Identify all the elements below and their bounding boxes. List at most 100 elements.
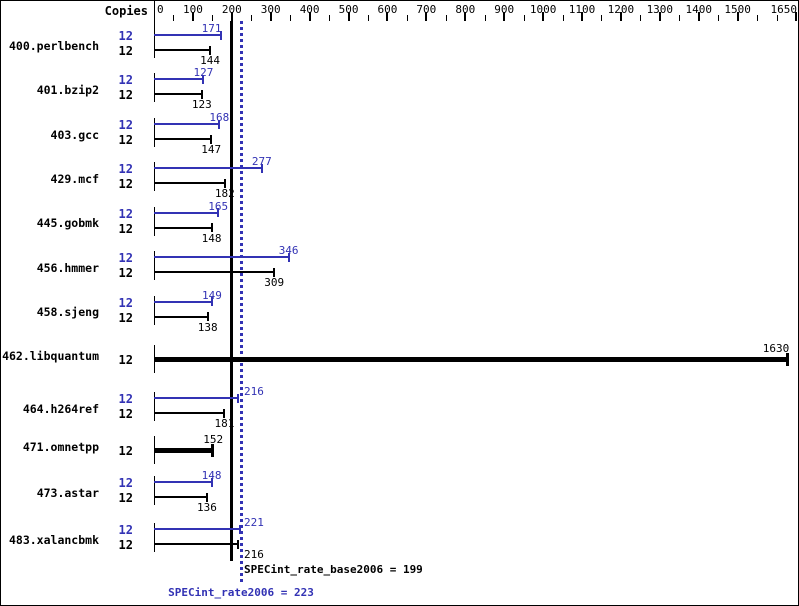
axis-minor-tick [368, 15, 369, 21]
copies-value: 12 [118, 444, 133, 458]
axis-major-tick [269, 12, 272, 21]
axis-tick-label: 200 [221, 3, 242, 16]
axis-major-tick [230, 12, 233, 21]
copies-value: 12 [118, 73, 133, 87]
benchmark-label: 403.gcc [50, 127, 99, 142]
peak-bar [154, 481, 212, 483]
base-rate-summary-label: SPECint_rate_base2006 = 199 [244, 563, 423, 576]
copies-value: 12 [118, 29, 133, 43]
axis-major-tick [542, 12, 545, 21]
benchmark-axis-stub [154, 162, 155, 191]
peak-value-label: 127 [193, 66, 214, 79]
axis-minor-tick [523, 15, 525, 21]
base-bar-endcap [237, 539, 240, 549]
peak-value-label: 171 [201, 22, 222, 35]
axis-major-tick [308, 12, 311, 21]
base-value-label: 123 [191, 98, 212, 111]
axis-major-tick [658, 12, 661, 21]
peak-bar [154, 397, 239, 399]
benchmark-label: 473.astar [36, 485, 99, 500]
axis-minor-tick [484, 15, 486, 21]
axis-tick-label: 100 [182, 3, 203, 16]
benchmark-axis-stub [154, 392, 155, 421]
axis-major-tick [697, 12, 700, 21]
peak-rate-summary-label: SPECint_rate2006 = 223 [168, 586, 314, 599]
peak-bar-endcap [217, 208, 220, 217]
base-value-label: 181 [214, 417, 235, 430]
axis-minor-tick [679, 15, 681, 21]
base-bar [154, 271, 275, 273]
axis-minor-tick [251, 15, 253, 21]
axis-minor-tick [290, 15, 292, 21]
axis-tick-label: 1650 [770, 3, 798, 16]
axis-minor-tick [640, 15, 642, 21]
base-bar [154, 412, 225, 414]
copies-value: 12 [118, 266, 133, 280]
axis-minor-tick [562, 15, 564, 21]
base-reference-line [229, 21, 233, 561]
benchmark-axis-stub [154, 295, 155, 325]
axis-major-tick [581, 12, 583, 21]
peak-bar [154, 211, 219, 214]
copies-column-header: Copies [104, 4, 148, 18]
peak-value-label: 148 [201, 469, 222, 482]
base-value-label: 148 [201, 231, 222, 245]
axis-tick-label: 800 [455, 3, 476, 16]
copies-value: 12 [118, 353, 133, 367]
copies-value: 12 [118, 295, 133, 310]
peak-bar [154, 300, 212, 303]
copies-value: 12 [118, 310, 133, 325]
base-value-label: 182 [214, 187, 235, 200]
base-value-label: 309 [264, 276, 285, 289]
base-bar [154, 496, 207, 498]
benchmark-label: 429.mcf [50, 171, 99, 186]
axis-minor-tick [406, 15, 408, 21]
base-value-label: 144 [200, 54, 220, 67]
axis-tick-label: 600 [377, 3, 398, 16]
copies-value: 12 [118, 133, 133, 147]
copies-value: 12 [118, 538, 133, 552]
peak-bar [154, 256, 289, 258]
benchmark-axis-stub [154, 73, 155, 102]
single-bar-endcap [786, 352, 790, 366]
benchmark-axis-stub [154, 476, 155, 505]
axis-major-tick [795, 12, 797, 21]
axis-tick-label: 300 [260, 3, 281, 16]
peak-bar-endcap [219, 30, 222, 40]
copies-value: 12 [118, 392, 133, 406]
copies-value: 12 [118, 118, 133, 132]
peak-value-label: 168 [209, 111, 230, 124]
peak-bar [154, 123, 220, 125]
peak-value-label: 346 [278, 244, 299, 257]
peak-reference-line [239, 21, 243, 584]
axis-tick-label: 500 [338, 3, 359, 16]
axis-major-tick [503, 12, 506, 21]
axis-line-vertical [154, 1, 155, 29]
axis-minor-tick [173, 15, 175, 21]
benchmark-label: 462.libquantum [2, 349, 99, 363]
base-bar-endcap [210, 223, 213, 232]
base-bar [154, 182, 225, 184]
base-bar [154, 138, 212, 140]
peak-value-label: 149 [202, 288, 222, 302]
axis-major-tick [347, 12, 350, 21]
single-value-label: 1630 [762, 342, 790, 355]
copies-value: 12 [118, 162, 133, 176]
base-bar-endcap [209, 45, 212, 55]
axis-tick-label: 1500 [724, 3, 751, 16]
copies-value: 12 [118, 206, 133, 221]
copies-value: 12 [118, 523, 133, 537]
base-value-label: 216 [244, 548, 264, 561]
copies-value: 12 [118, 177, 133, 191]
axis-minor-tick [329, 15, 331, 21]
benchmark-label: 483.xalancbmk [8, 532, 99, 547]
base-bar-endcap [273, 267, 276, 277]
peak-bar [154, 528, 240, 530]
base-bar-endcap [210, 134, 213, 144]
axis-minor-tick [757, 15, 759, 21]
benchmark-axis-stub [154, 251, 155, 280]
benchmark-axis-stub [154, 206, 155, 236]
axis-major-tick [464, 12, 467, 21]
base-value-label: 138 [197, 320, 218, 334]
